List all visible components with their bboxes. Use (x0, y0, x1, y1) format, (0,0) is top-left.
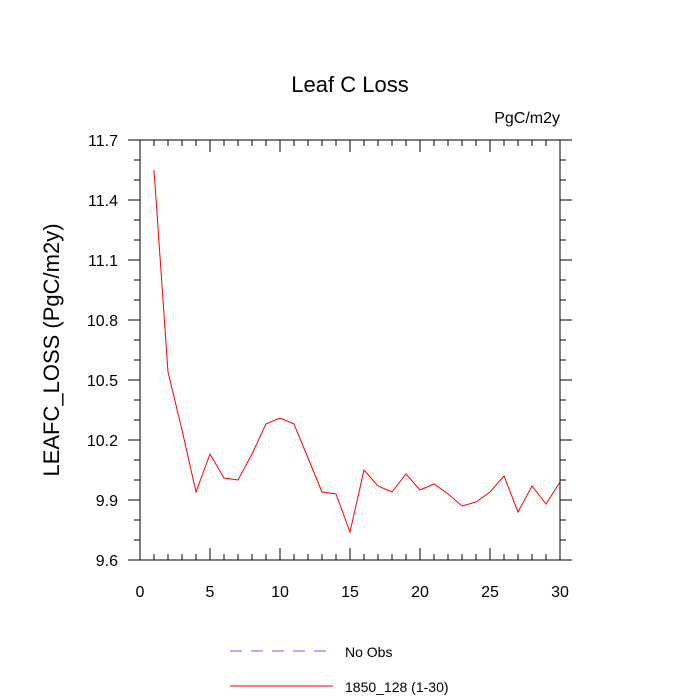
y-tick-label: 11.4 (88, 193, 118, 210)
x-tick-label: 15 (341, 584, 359, 601)
plot-area: 0 5 10 15 20 25 30 9.6 9.9 10.2 10.5 10.8 11.1 11.4 11… (87, 133, 572, 601)
y-tick-label: 10.5 (87, 373, 118, 390)
x-tick-label: 30 (551, 584, 569, 601)
x-tick-label: 5 (206, 584, 215, 601)
y-tick-label: 11.1 (88, 253, 118, 270)
x-tick-label: 0 (136, 584, 145, 601)
y-tick-label: 10.2 (87, 433, 118, 450)
legend-label: 1850_128 (1-30) (345, 679, 449, 695)
y-tick-label: 9.9 (96, 493, 118, 510)
legend-label: No Obs (345, 644, 392, 660)
plot-frame (139, 139, 561, 561)
x-tick-label: 20 (411, 584, 429, 601)
chart-title: Leaf C Loss (291, 72, 408, 97)
y-tick-label: 9.6 (96, 553, 118, 570)
units-label: PgC/m2y (494, 110, 560, 127)
x-tick-label: 10 (271, 584, 289, 601)
y-tick-label: 10.8 (87, 313, 118, 330)
series-line (153, 169, 561, 534)
y-tick-label: 11.7 (88, 133, 118, 150)
y-axis-label: LEAFC_LOSS (PgC/m2y) (39, 223, 64, 476)
legend: No Obs 1850_128 (1-30) (230, 644, 449, 695)
x-tick-label: 25 (481, 584, 499, 601)
